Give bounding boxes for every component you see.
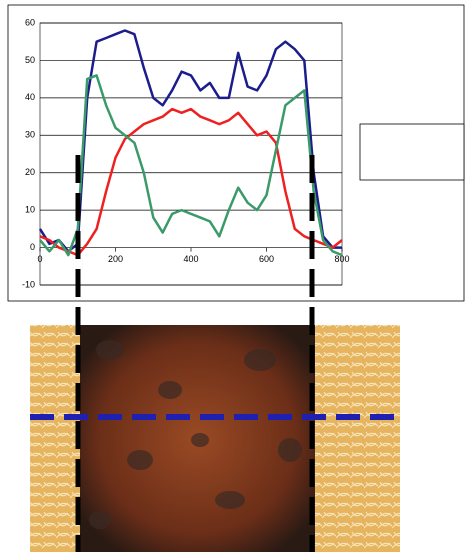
y-tick-label: 0 bbox=[30, 242, 35, 252]
legend bbox=[360, 124, 464, 180]
y-tick-label: 10 bbox=[25, 205, 35, 215]
y-tick-label: -10 bbox=[22, 279, 35, 289]
x-tick-label: 600 bbox=[259, 254, 274, 264]
y-tick-label: 30 bbox=[25, 130, 35, 140]
chart: -1001020304050600200400600800FrontsideBa… bbox=[0, 0, 465, 552]
y-tick-label: 40 bbox=[25, 92, 35, 102]
photo bbox=[30, 325, 400, 552]
x-tick-label: 400 bbox=[183, 254, 198, 264]
x-tick-label: 0 bbox=[37, 254, 42, 264]
y-tick-label: 50 bbox=[25, 55, 35, 65]
y-tick-label: 60 bbox=[25, 17, 35, 27]
y-tick-label: 20 bbox=[25, 167, 35, 177]
x-tick-label: 800 bbox=[334, 254, 349, 264]
x-tick-label: 200 bbox=[108, 254, 123, 264]
page: {"chart_data": {"type": "line", "x": [0,… bbox=[0, 0, 465, 552]
